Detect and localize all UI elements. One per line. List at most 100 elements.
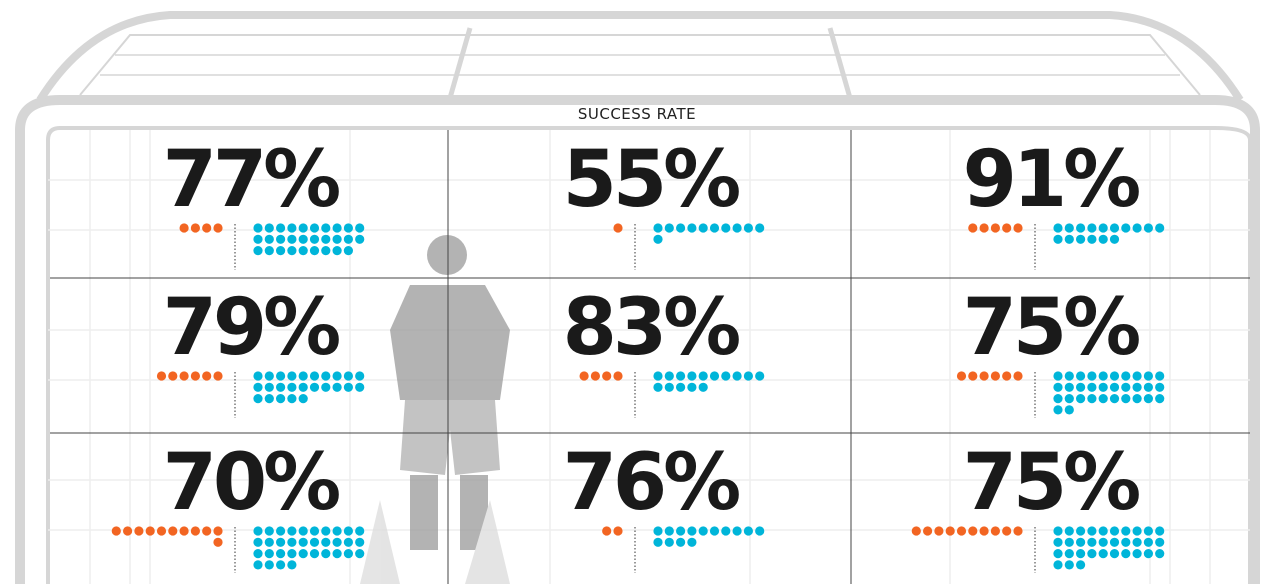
blue-dot bbox=[1143, 223, 1153, 233]
blue-dot bbox=[309, 234, 320, 244]
blue-dot bbox=[264, 537, 274, 547]
blue-dot bbox=[264, 371, 274, 381]
blue-dot bbox=[1076, 234, 1086, 244]
orange-dot bbox=[1013, 223, 1023, 233]
blue-dot bbox=[276, 246, 286, 256]
blue-dot bbox=[1155, 526, 1165, 536]
orange-dot bbox=[990, 526, 1001, 536]
blue-dot bbox=[1087, 526, 1097, 536]
blue-dot bbox=[1064, 526, 1074, 536]
blue-dot bbox=[1087, 223, 1097, 233]
blue-dot bbox=[1098, 549, 1108, 559]
blue-dot bbox=[298, 223, 308, 233]
blue-dot bbox=[1053, 234, 1063, 244]
blue-dot bbox=[309, 537, 320, 547]
blue-dot bbox=[287, 549, 297, 559]
blue-dot bbox=[1076, 371, 1086, 381]
blue-dot bbox=[343, 234, 353, 244]
orange-dot bbox=[956, 526, 967, 536]
blue-dot bbox=[1053, 371, 1063, 381]
blue-dot bbox=[287, 223, 297, 233]
orange-dot bbox=[179, 223, 189, 233]
blue-dot bbox=[709, 526, 720, 536]
blue-dot bbox=[1109, 223, 1120, 233]
blue-dot bbox=[1098, 394, 1108, 404]
goal-frame bbox=[15, 11, 1260, 584]
blue-dot bbox=[1087, 371, 1097, 381]
blue-dot bbox=[1121, 526, 1131, 536]
blue-dot bbox=[264, 526, 274, 536]
blue-dot bbox=[253, 246, 263, 256]
blue-dot bbox=[1098, 234, 1108, 244]
blue-dot bbox=[1087, 537, 1097, 547]
blue-dot bbox=[287, 526, 297, 536]
blue-dot bbox=[676, 223, 686, 233]
blue-dot bbox=[1064, 560, 1074, 570]
blue-dot bbox=[332, 537, 342, 547]
blue-dot bbox=[1143, 549, 1153, 559]
blue-dot bbox=[1143, 526, 1153, 536]
blue-dot bbox=[1132, 549, 1142, 559]
orange-dot bbox=[613, 371, 623, 381]
orange-dot bbox=[968, 526, 978, 536]
blue-dot bbox=[264, 549, 274, 559]
blue-dot bbox=[687, 526, 697, 536]
blue-dot bbox=[332, 223, 342, 233]
blue-dot bbox=[1155, 394, 1165, 404]
blue-dot bbox=[1132, 394, 1142, 404]
orange-dot bbox=[934, 526, 944, 536]
orange-dot bbox=[1013, 371, 1023, 381]
blue-dot bbox=[721, 223, 731, 233]
blue-dot bbox=[1121, 394, 1131, 404]
blue-dot bbox=[1064, 394, 1074, 404]
blue-dot bbox=[332, 234, 342, 244]
blue-dot bbox=[732, 223, 742, 233]
blue-dot bbox=[676, 382, 686, 392]
orange-dot bbox=[213, 537, 223, 547]
blue-dot bbox=[755, 223, 765, 233]
blue-dot bbox=[687, 223, 697, 233]
blue-dot bbox=[1143, 382, 1153, 392]
blue-dot bbox=[653, 537, 663, 547]
orange-dot bbox=[990, 223, 1001, 233]
blue-dot bbox=[1064, 537, 1074, 547]
orange-dot bbox=[979, 371, 989, 381]
blue-dot bbox=[332, 371, 342, 381]
blue-dot bbox=[1121, 382, 1131, 392]
blue-dot bbox=[1098, 537, 1108, 547]
blue-dot bbox=[287, 560, 297, 570]
orange-dot bbox=[145, 526, 155, 536]
orange-dot bbox=[156, 526, 167, 536]
blue-dot bbox=[1053, 526, 1063, 536]
blue-dot bbox=[1076, 526, 1086, 536]
blue-dot bbox=[253, 526, 263, 536]
blue-dot bbox=[287, 537, 297, 547]
blue-dot bbox=[355, 234, 365, 244]
blue-dot bbox=[276, 234, 286, 244]
blue-dot bbox=[1053, 223, 1063, 233]
blue-dot bbox=[1109, 526, 1120, 536]
blue-dot bbox=[676, 537, 686, 547]
blue-dot bbox=[264, 560, 274, 570]
success-rate: 83% bbox=[563, 283, 740, 373]
orange-dot bbox=[602, 371, 612, 381]
blue-dot bbox=[264, 234, 274, 244]
blue-dot bbox=[287, 394, 297, 404]
blue-dot bbox=[298, 371, 308, 381]
blue-dot bbox=[276, 537, 286, 547]
blue-dot bbox=[1155, 371, 1165, 381]
blue-dot bbox=[321, 382, 331, 392]
blue-dot bbox=[1109, 537, 1120, 547]
blue-dot bbox=[687, 371, 697, 381]
blue-dot bbox=[755, 526, 765, 536]
title: SUCCESS RATE bbox=[578, 105, 696, 123]
blue-dot bbox=[676, 371, 686, 381]
blue-dot bbox=[332, 549, 342, 559]
orange-dot bbox=[613, 223, 623, 233]
orange-dot bbox=[1002, 223, 1012, 233]
blue-dot bbox=[1076, 394, 1086, 404]
blue-dot bbox=[287, 382, 297, 392]
orange-dot bbox=[179, 371, 189, 381]
blue-dot bbox=[1155, 537, 1165, 547]
blue-dot bbox=[1132, 371, 1142, 381]
